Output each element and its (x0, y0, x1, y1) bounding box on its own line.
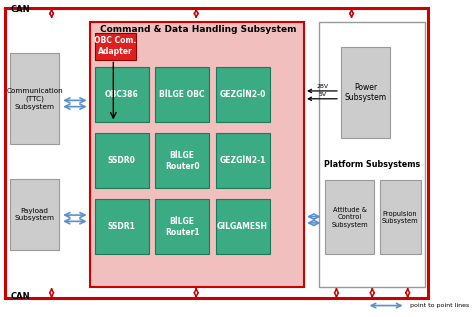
Text: 28V: 28V (316, 84, 328, 89)
Text: CAN: CAN (10, 292, 30, 301)
Bar (91, 22, 304, 287)
Text: Communication
(TTC)
Subsystem: Communication (TTC) Subsystem (6, 88, 63, 110)
Bar (95, 68, 149, 122)
Bar (10, 53, 59, 144)
Bar (319, 22, 425, 287)
Text: CAN: CAN (10, 5, 30, 14)
Text: BİLGE
Router0: BİLGE Router0 (165, 151, 200, 171)
Text: SSDR0: SSDR0 (108, 156, 136, 165)
Text: BİLGE OBC: BİLGE OBC (159, 90, 205, 99)
Text: 5V: 5V (318, 92, 326, 97)
Text: GEZGİN2-0: GEZGİN2-0 (219, 90, 266, 99)
Bar (155, 133, 209, 188)
Bar (380, 180, 420, 254)
Text: GILGAMESH: GILGAMESH (217, 222, 268, 231)
Bar (95, 199, 149, 254)
Bar (155, 68, 209, 122)
Text: Attitude &
Control
Subsystem: Attitude & Control Subsystem (331, 207, 368, 228)
Bar (325, 180, 374, 254)
Bar (216, 133, 270, 188)
Text: Platform Subsystems: Platform Subsystems (324, 160, 420, 169)
Text: GEZGİN2-1: GEZGİN2-1 (219, 156, 266, 165)
Bar (216, 68, 270, 122)
Bar (216, 199, 270, 254)
Text: Payload
Subsystem: Payload Subsystem (15, 208, 55, 221)
Bar (155, 199, 209, 254)
Text: point to point lines: point to point lines (410, 303, 469, 308)
Text: Power
Subsystem: Power Subsystem (345, 83, 387, 102)
Bar (95, 133, 149, 188)
Bar (10, 179, 59, 249)
Bar (95, 33, 136, 60)
Text: OBC Com.
Adapter: OBC Com. Adapter (94, 36, 137, 56)
Text: OBC386: OBC386 (105, 90, 138, 99)
Text: SSDR1: SSDR1 (108, 222, 136, 231)
Bar (341, 47, 391, 138)
Text: Propulsion
Subsystem: Propulsion Subsystem (382, 211, 419, 224)
Text: Command & Data Handling Subsystem: Command & Data Handling Subsystem (100, 25, 297, 34)
Text: BİLGE
Router1: BİLGE Router1 (165, 217, 200, 237)
